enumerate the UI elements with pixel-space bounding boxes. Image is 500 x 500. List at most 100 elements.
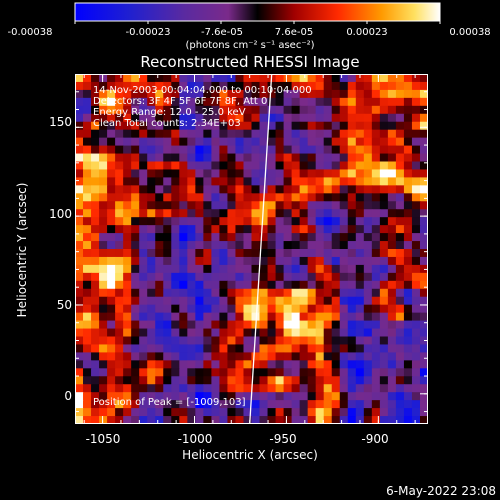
heatmap-cell	[99, 392, 108, 401]
heatmap-cell	[419, 121, 428, 131]
heatmap-cell	[355, 400, 365, 409]
heatmap-cell	[251, 105, 261, 115]
heatmap-cell	[259, 145, 269, 155]
heatmap-cell	[195, 400, 204, 409]
heatmap-cell	[107, 169, 116, 178]
heatmap-cell	[219, 392, 229, 401]
heatmap-cell	[163, 249, 172, 258]
heatmap-cell	[179, 225, 188, 234]
heatmap-cell	[203, 169, 212, 178]
heatmap-cell	[243, 233, 253, 242]
heatmap-cell	[115, 416, 124, 424]
heatmap-cell	[187, 89, 196, 99]
heatmap-cell	[339, 249, 349, 258]
heatmap-cell	[107, 256, 116, 266]
heatmap-cell	[291, 145, 301, 155]
heatmap-cell	[219, 74, 229, 83]
heatmap-cell	[155, 161, 164, 171]
heatmap-cell	[75, 272, 84, 282]
heatmap-cell	[211, 113, 221, 123]
heatmap-cell	[147, 74, 156, 83]
heatmap-cell	[115, 193, 124, 202]
heatmap-cell	[123, 121, 132, 131]
heatmap-cell	[115, 185, 124, 194]
heatmap-cell	[243, 137, 253, 147]
heatmap-cell	[339, 89, 349, 99]
heatmap-cell	[163, 81, 172, 91]
x-tick-label: -900	[361, 432, 389, 446]
heatmap-cell	[339, 209, 349, 218]
heatmap-cell	[371, 225, 381, 234]
heatmap-cell	[323, 145, 333, 155]
heatmap-cell	[315, 352, 325, 361]
heatmap-cell	[131, 256, 140, 266]
heatmap-cell	[219, 312, 229, 322]
heatmap-cell	[227, 161, 237, 171]
heatmap-cell	[163, 408, 172, 417]
heatmap-cell	[283, 312, 293, 322]
heatmap-cell	[419, 129, 428, 139]
heatmap-cell	[251, 344, 261, 353]
heatmap-cell	[99, 288, 108, 298]
heatmap-cell	[139, 304, 148, 314]
heatmap-cell	[107, 376, 116, 385]
heatmap-cell	[75, 185, 84, 194]
heatmap-cell	[123, 185, 132, 194]
heatmap-cell	[75, 376, 84, 385]
heatmap-cell	[227, 241, 237, 250]
heatmap-cell	[283, 400, 293, 409]
heatmap-cell	[203, 400, 212, 409]
heatmap-cell	[299, 121, 309, 131]
heatmap-cell	[195, 304, 204, 314]
heatmap-cell	[291, 312, 301, 322]
heatmap-cell	[123, 89, 132, 99]
heatmap-cell	[227, 368, 237, 377]
heatmap-cell	[395, 384, 405, 393]
heatmap-cell	[179, 328, 188, 338]
heatmap-cell	[75, 233, 84, 242]
heatmap-cell	[75, 177, 84, 186]
heatmap-cell	[299, 249, 309, 258]
heatmap-cell	[363, 89, 373, 99]
heatmap-cell	[75, 129, 84, 139]
heatmap-cell	[187, 193, 196, 202]
heatmap-cell	[371, 408, 381, 417]
heatmap-cell	[315, 185, 325, 194]
heatmap-cell	[299, 272, 309, 282]
heatmap-cell	[195, 121, 204, 131]
heatmap-cell	[323, 304, 333, 314]
heatmap-cell	[355, 161, 365, 171]
heatmap-cell	[331, 209, 341, 218]
heatmap-cell	[339, 368, 349, 377]
heatmap-cell	[395, 392, 405, 401]
heatmap-cell	[219, 161, 229, 171]
heatmap-cell	[203, 81, 212, 91]
heatmap-cell	[251, 360, 261, 369]
heatmap-cell	[83, 264, 92, 274]
heatmap-cell	[323, 400, 333, 409]
heatmap-cell	[379, 97, 389, 107]
heatmap-cell	[403, 384, 413, 393]
colorbar-gradient	[74, 2, 441, 22]
heatmap-cell	[163, 392, 172, 401]
heatmap-cell	[171, 344, 180, 353]
heatmap-cell	[147, 121, 156, 131]
heatmap-cell	[371, 272, 381, 282]
heatmap-cell	[235, 121, 245, 131]
heatmap-cell	[291, 336, 301, 346]
heatmap-cell	[387, 217, 397, 226]
heatmap-cell	[355, 296, 365, 306]
heatmap-cell	[259, 217, 269, 226]
heatmap-cell	[275, 288, 285, 298]
heatmap-cell	[243, 74, 253, 83]
heatmap-cell	[115, 249, 124, 258]
heatmap-cell	[211, 312, 221, 322]
heatmap-cell	[83, 360, 92, 369]
heatmap-cell	[203, 328, 212, 338]
heatmap-cell	[363, 376, 373, 385]
heatmap-cell	[379, 368, 389, 377]
heatmap-cell	[139, 256, 148, 266]
heatmap-cell	[315, 169, 325, 178]
heatmap-cell	[419, 400, 428, 409]
heatmap-cell	[187, 320, 196, 330]
